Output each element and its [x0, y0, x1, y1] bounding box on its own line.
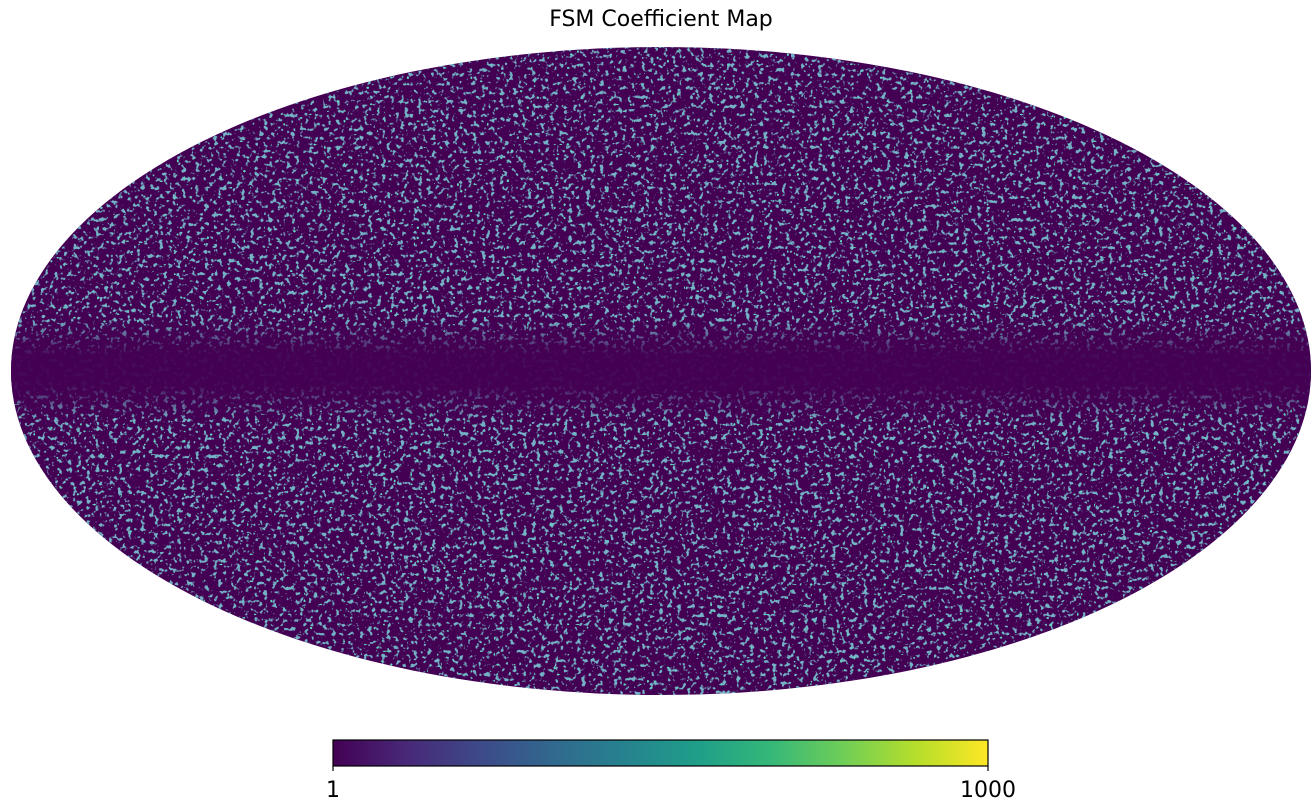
- colorbar: [333, 740, 988, 766]
- colorbar-tick-label: 1: [326, 778, 340, 803]
- sky-map: [11, 47, 1311, 695]
- galactic-band: [11, 320, 1311, 420]
- colorbar-ticks: 1 1000: [326, 766, 1016, 803]
- colorbar-tick-label: 1000: [960, 778, 1016, 803]
- page: FSM Coefficient Map 11000 (() => { const…: [0, 0, 1314, 804]
- chart: FSM Coefficient Map 1 1000: [0, 0, 1314, 804]
- chart-title: FSM Coefficient Map: [549, 7, 773, 32]
